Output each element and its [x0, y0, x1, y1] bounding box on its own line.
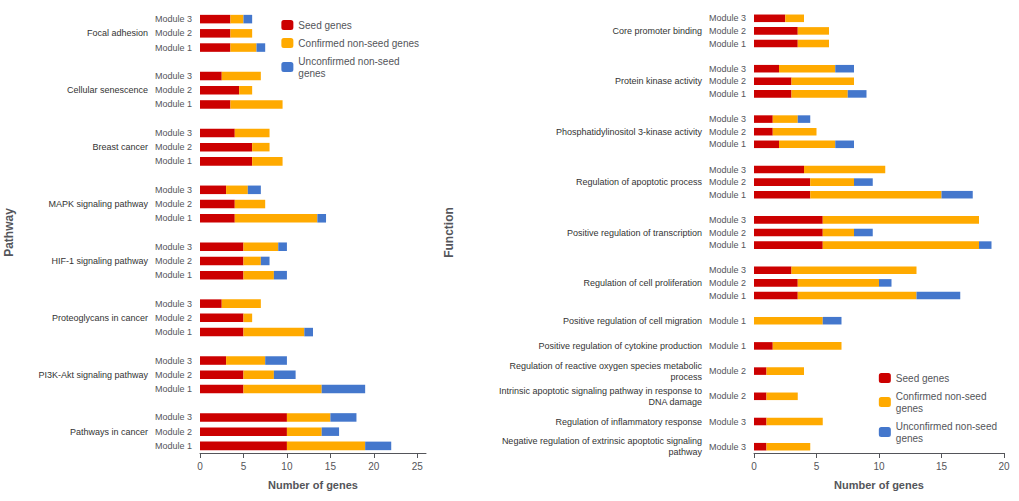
svg-text:Module 1: Module 1 [709, 341, 746, 351]
svg-text:Module 3: Module 3 [155, 71, 192, 81]
svg-text:Phosphatidylinositol 3-kinase: Phosphatidylinositol 3-kinase activity [556, 127, 703, 137]
svg-text:Module 2: Module 2 [155, 256, 192, 266]
svg-text:Pathway: Pathway [2, 208, 16, 257]
svg-text:Confirmed non-seed: Confirmed non-seed [896, 391, 987, 402]
svg-text:Module 3: Module 3 [709, 215, 746, 225]
svg-text:Module 2: Module 2 [155, 313, 192, 323]
svg-text:Pathways in cancer: Pathways in cancer [70, 427, 148, 437]
svg-text:20: 20 [998, 461, 1010, 472]
svg-text:Module 1: Module 1 [155, 99, 192, 109]
svg-text:Module 2: Module 2 [709, 391, 746, 401]
svg-text:Module 1: Module 1 [155, 441, 192, 451]
svg-text:Unconfirmed non-seed: Unconfirmed non-seed [896, 421, 997, 432]
svg-text:Confirmed non-seed genes: Confirmed non-seed genes [298, 38, 419, 49]
svg-text:Module 1: Module 1 [155, 156, 192, 166]
svg-text:MAPK signaling pathway: MAPK signaling pathway [48, 199, 148, 209]
svg-text:0: 0 [197, 461, 203, 472]
svg-text:20: 20 [368, 461, 380, 472]
svg-text:Module 1: Module 1 [155, 327, 192, 337]
svg-text:Number of genes: Number of genes [268, 479, 358, 491]
svg-text:Module 3: Module 3 [709, 165, 746, 175]
svg-text:Breast cancer: Breast cancer [92, 142, 148, 152]
svg-text:Module 2: Module 2 [155, 142, 192, 152]
svg-text:Positive regulation of cell mi: Positive regulation of cell migration [563, 316, 702, 326]
svg-text:25: 25 [412, 461, 424, 472]
svg-text:Module 1: Module 1 [155, 384, 192, 394]
svg-text:Module 1: Module 1 [709, 89, 746, 99]
svg-text:Module 2: Module 2 [155, 85, 192, 95]
svg-text:Module 3: Module 3 [155, 412, 192, 422]
svg-text:Module 3: Module 3 [155, 185, 192, 195]
svg-text:Module 1: Module 1 [155, 270, 192, 280]
svg-text:Module 1: Module 1 [709, 316, 746, 326]
svg-text:Unconfirmed non-seed: Unconfirmed non-seed [298, 56, 399, 67]
svg-text:Module 2: Module 2 [709, 228, 746, 238]
svg-text:0: 0 [751, 461, 757, 472]
svg-text:Protein kinase activity: Protein kinase activity [615, 76, 703, 86]
svg-text:15: 15 [325, 461, 337, 472]
svg-text:Module 3: Module 3 [709, 13, 746, 23]
svg-text:Module 2: Module 2 [709, 177, 746, 187]
svg-text:Module 3: Module 3 [709, 265, 746, 275]
svg-text:Positive regulation of transcr: Positive regulation of transcription [567, 228, 702, 238]
svg-text:Number of genes: Number of genes [834, 479, 924, 491]
svg-text:Negative regulation of extrins: Negative regulation of extrinsic apoptot… [502, 436, 702, 446]
svg-text:Focal adhesion: Focal adhesion [87, 28, 148, 38]
svg-text:Module 1: Module 1 [709, 291, 746, 301]
svg-text:5: 5 [241, 461, 247, 472]
svg-text:Module 2: Module 2 [155, 28, 192, 38]
svg-text:pathway: pathway [668, 447, 702, 457]
svg-text:Module 2: Module 2 [709, 366, 746, 376]
svg-text:Positive regulation of cytokin: Positive regulation of cytokine producti… [538, 341, 702, 351]
svg-text:Module 3: Module 3 [155, 14, 192, 24]
svg-text:Module 3: Module 3 [155, 128, 192, 138]
svg-text:genes: genes [298, 68, 325, 79]
svg-text:process: process [670, 372, 702, 382]
svg-text:PI3K-Akt signaling pathway: PI3K-Akt signaling pathway [38, 370, 148, 380]
svg-text:Module 3: Module 3 [709, 417, 746, 427]
svg-text:15: 15 [936, 461, 948, 472]
svg-text:Module 3: Module 3 [155, 356, 192, 366]
svg-text:10: 10 [281, 461, 293, 472]
svg-text:Module 3: Module 3 [709, 442, 746, 452]
svg-text:Module 3: Module 3 [709, 114, 746, 124]
svg-text:10: 10 [873, 461, 885, 472]
svg-text:Module 1: Module 1 [709, 190, 746, 200]
svg-text:Core promoter binding: Core promoter binding [612, 26, 702, 36]
svg-text:Module 2: Module 2 [709, 127, 746, 137]
svg-text:Seed genes: Seed genes [896, 373, 949, 384]
svg-text:Module 1: Module 1 [709, 39, 746, 49]
svg-text:genes: genes [896, 403, 923, 414]
svg-text:Proteoglycans in cancer: Proteoglycans in cancer [52, 313, 148, 323]
svg-text:Function: Function [442, 207, 456, 258]
svg-text:Seed genes: Seed genes [298, 20, 351, 31]
svg-text:Intrinsic apoptotic signaling: Intrinsic apoptotic signaling pathway in… [499, 386, 702, 396]
svg-text:Module 3: Module 3 [155, 299, 192, 309]
svg-text:Module 3: Module 3 [709, 64, 746, 74]
svg-text:Module 1: Module 1 [155, 213, 192, 223]
svg-text:genes: genes [896, 433, 923, 444]
svg-text:Cellular senescence: Cellular senescence [67, 85, 148, 95]
svg-text:Regulation of cell proliferati: Regulation of cell proliferation [583, 278, 702, 288]
svg-text:Module 2: Module 2 [709, 26, 746, 36]
svg-text:Module 2: Module 2 [155, 427, 192, 437]
svg-text:Module 2: Module 2 [709, 76, 746, 86]
svg-text:Regulation of inflammatory res: Regulation of inflammatory response [555, 417, 702, 427]
svg-text:Module 1: Module 1 [709, 139, 746, 149]
svg-text:5: 5 [814, 461, 820, 472]
svg-text:Regulation of reactive oxygen: Regulation of reactive oxygen species me… [509, 361, 702, 371]
svg-text:Regulation of apoptotic proces: Regulation of apoptotic process [576, 177, 703, 187]
svg-text:Module 1: Module 1 [709, 240, 746, 250]
svg-text:HIF-1 signaling pathway: HIF-1 signaling pathway [51, 256, 148, 266]
svg-text:Module 2: Module 2 [155, 199, 192, 209]
svg-text:Module 1: Module 1 [155, 43, 192, 53]
svg-text:Module 2: Module 2 [709, 278, 746, 288]
svg-text:DNA damage: DNA damage [648, 397, 702, 407]
svg-text:Module 2: Module 2 [155, 370, 192, 380]
svg-text:Module 3: Module 3 [155, 242, 192, 252]
